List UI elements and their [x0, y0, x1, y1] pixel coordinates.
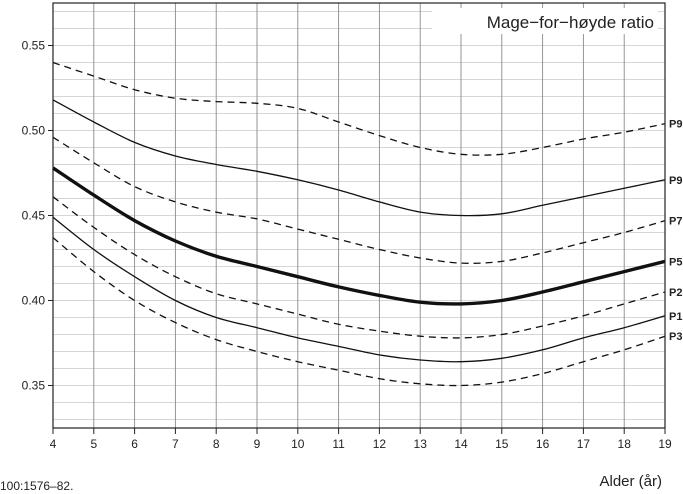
x-tick-label: 14	[454, 437, 468, 451]
series-line-p9	[52, 61, 666, 156]
x-tick-label: 18	[618, 437, 632, 451]
x-tick-label: 19	[658, 437, 672, 451]
series-line-p1	[52, 216, 666, 363]
chart-title: Mage−for−høyde ratio	[487, 13, 654, 32]
x-tick-label: 10	[291, 437, 305, 451]
series-lines	[52, 61, 666, 387]
series-line-p3	[52, 237, 666, 387]
series-label-p7: P7	[669, 216, 682, 228]
x-tick-label: 5	[90, 437, 97, 451]
x-tick-label: 4	[50, 437, 57, 451]
y-tick-label: 0.50	[22, 124, 46, 138]
y-tick-label: 0.40	[22, 294, 46, 308]
series-line-p5	[52, 166, 666, 306]
series-labels: P9 P9 P7 P5 P2 P1 P3	[669, 119, 682, 344]
x-tick-label: 9	[254, 437, 261, 451]
series-line-p9	[52, 99, 666, 217]
title-background	[432, 8, 658, 34]
x-tick-label: 13	[414, 437, 428, 451]
x-axis-label: Alder (år)	[599, 473, 662, 490]
series-label-p2: P2	[669, 287, 682, 299]
series-label-p5: P5	[669, 256, 682, 268]
x-tick-label: 12	[373, 437, 387, 451]
series-line-p2	[52, 196, 666, 339]
series-label-p9: P9	[669, 119, 682, 131]
x-tick-label: 8	[213, 437, 220, 451]
x-tick-label: 16	[536, 437, 550, 451]
x-tick-label: 15	[495, 437, 509, 451]
x-tick-label: 17	[577, 437, 591, 451]
series-label-p1: P1	[669, 311, 682, 323]
axes: 4 5 6 7 8 9 10 11 12 13 14 15 16 17 18 19 0.35 0.40 0.45 0.…	[22, 39, 672, 452]
series-label-p3: P3	[669, 331, 682, 343]
y-tick-label: 0.55	[22, 39, 46, 53]
x-tick-label: 7	[172, 437, 179, 451]
source-citation: 100:1576–82.	[0, 479, 73, 493]
x-tick-label: 6	[131, 437, 138, 451]
x-tick-label: 11	[332, 437, 345, 451]
y-tick-label: 0.45	[22, 209, 46, 223]
y-tick-label: 0.35	[22, 379, 46, 393]
series-label-p9: P9	[669, 175, 682, 187]
series-line-p7	[52, 136, 666, 264]
